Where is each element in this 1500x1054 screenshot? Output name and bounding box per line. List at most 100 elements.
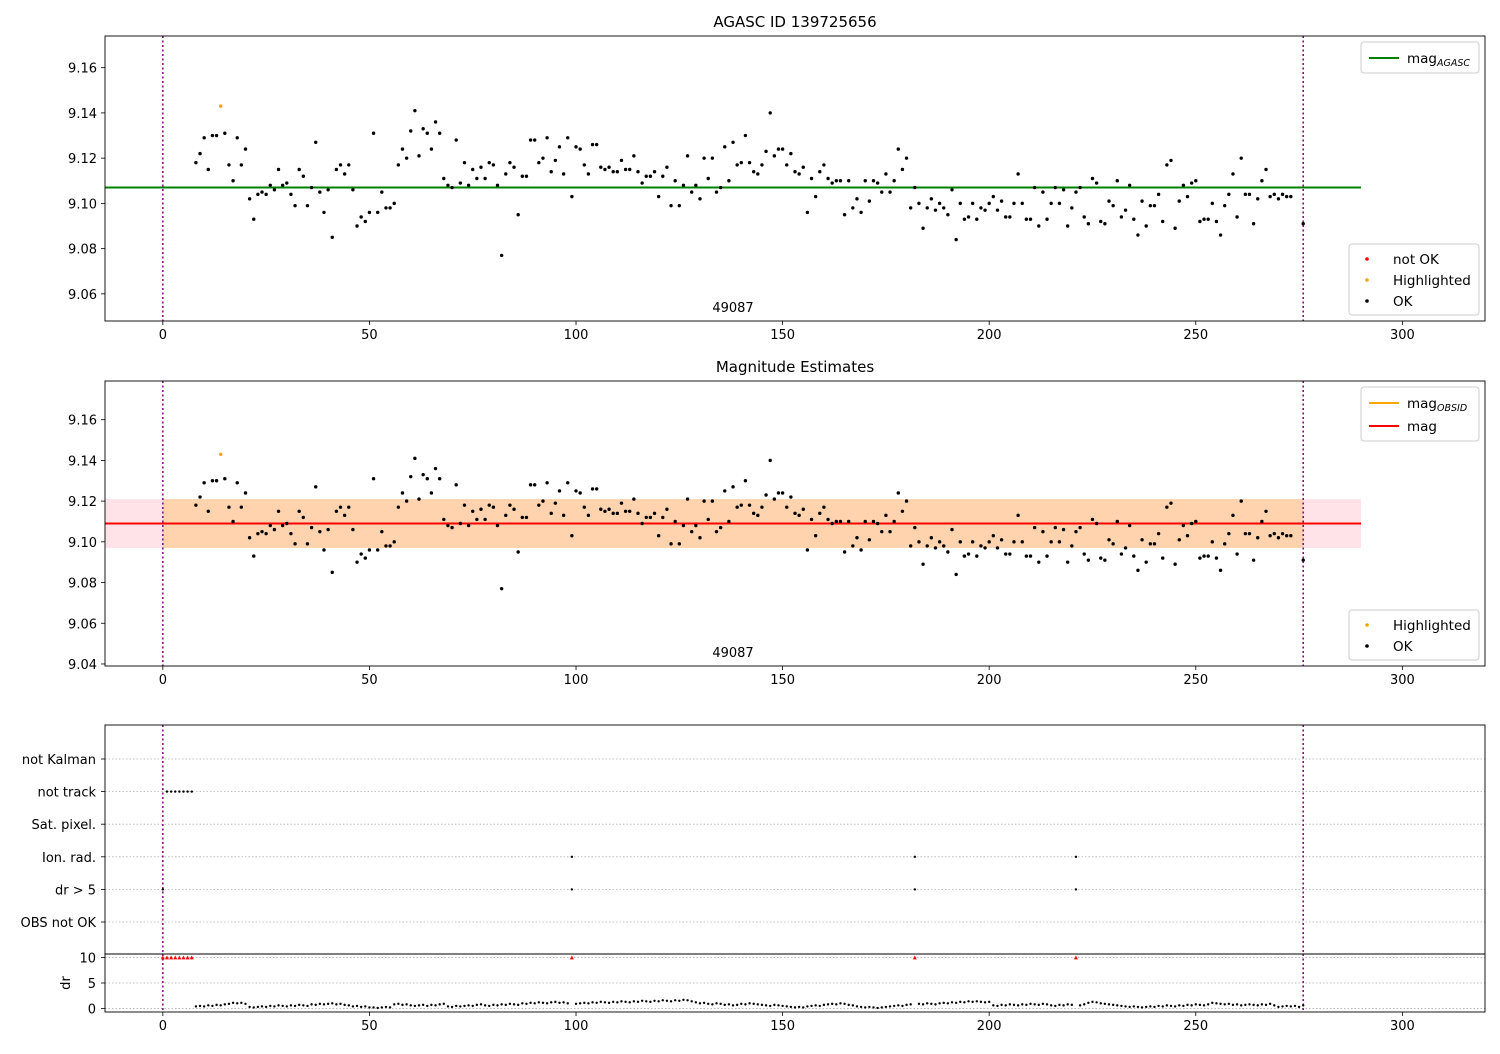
ok-point	[863, 519, 867, 524]
dr-point	[595, 1001, 598, 1005]
ok-point	[194, 503, 198, 507]
dr-point	[1211, 1001, 1214, 1005]
dr-point	[1190, 1004, 1193, 1007]
dr-point	[545, 1002, 549, 1005]
dr-point	[603, 1001, 607, 1004]
ok-point	[665, 507, 669, 511]
dr-point	[624, 1000, 627, 1004]
ok-point	[875, 181, 880, 185]
x-tick-label: 0	[159, 328, 167, 343]
ok-point	[1301, 222, 1305, 226]
ok-point	[342, 513, 347, 518]
ok-point	[264, 192, 268, 197]
ok-point	[289, 192, 293, 197]
ok-point	[231, 179, 235, 183]
ok-point	[318, 529, 322, 534]
ok-point	[904, 499, 909, 503]
ok-point	[528, 483, 533, 487]
ok-point	[194, 160, 198, 165]
ok-point	[421, 472, 425, 477]
dr-point	[1153, 1005, 1156, 1009]
ok-point	[231, 519, 235, 524]
dr-point	[446, 1005, 450, 1008]
dr-point	[364, 1005, 367, 1008]
dr-point	[566, 1002, 569, 1005]
dr-point	[628, 1001, 631, 1004]
ok-point	[553, 501, 558, 505]
ok-point	[1090, 176, 1095, 181]
ok-point	[297, 509, 301, 513]
dr-point	[223, 1003, 227, 1006]
ok-point	[694, 183, 698, 187]
dr-point	[202, 1005, 206, 1008]
x-tick-label: 250	[1183, 1019, 1208, 1034]
dr-point	[359, 1005, 363, 1009]
dr-point	[797, 1005, 801, 1009]
ok-point	[235, 481, 239, 485]
ok-point	[1065, 224, 1070, 228]
highlighted-point	[218, 104, 223, 108]
dr-point	[260, 1005, 264, 1008]
dr-point	[438, 1003, 441, 1006]
ok-point	[830, 521, 834, 526]
dr-point	[343, 1003, 346, 1007]
ok-point	[466, 523, 471, 528]
legend-label: Highlighted	[1393, 618, 1471, 634]
ok-point	[247, 197, 252, 201]
dr-point	[231, 1001, 235, 1005]
ok-point	[913, 525, 917, 530]
ok-point	[437, 131, 442, 135]
ok-point	[446, 183, 450, 187]
ok-point	[673, 519, 677, 524]
y-tick-label: 9.04	[68, 658, 97, 673]
ok-point	[512, 507, 516, 511]
dr-point	[926, 1002, 929, 1005]
dr-point	[504, 1003, 507, 1007]
ok-point	[425, 477, 429, 481]
dr-point	[769, 1004, 772, 1008]
dr-point	[1173, 1005, 1177, 1008]
dr-point	[583, 1001, 586, 1005]
legend-marker-swatch	[1365, 623, 1369, 627]
ok-point	[1016, 172, 1020, 176]
dr-point	[306, 1004, 309, 1008]
ok-point	[1148, 542, 1153, 546]
dr-point	[876, 1006, 879, 1010]
ok-point	[289, 531, 293, 536]
dr-point	[649, 1000, 652, 1004]
ok-point	[305, 203, 310, 208]
dr-point	[975, 1000, 978, 1003]
ok-point	[908, 544, 913, 548]
dr-point	[351, 1005, 355, 1008]
dr-point	[1025, 1003, 1028, 1007]
ok-point	[590, 487, 595, 491]
ok-point	[780, 491, 785, 495]
ok-point	[561, 172, 566, 176]
ok-point	[842, 550, 847, 554]
ok-point	[1053, 185, 1057, 190]
dr-point	[855, 1005, 859, 1008]
dr-point	[1140, 1006, 1144, 1009]
dr-point	[930, 1002, 933, 1006]
dr-point	[719, 1002, 722, 1006]
ok-point	[714, 529, 719, 534]
ok-point	[880, 190, 884, 194]
ok-point	[1103, 558, 1107, 562]
dr-clipped-marker	[173, 955, 178, 960]
ok-point	[747, 503, 752, 507]
y-tick-label: 9.12	[68, 152, 97, 167]
ok-point	[970, 201, 975, 206]
dr-point	[1045, 1003, 1049, 1006]
dr-point	[1029, 1002, 1032, 1006]
dr-point	[934, 1003, 937, 1006]
dr-point	[950, 1001, 954, 1004]
ok-point	[1144, 224, 1148, 228]
ok-point	[1049, 540, 1053, 544]
ok-point	[706, 176, 710, 181]
ok-point	[863, 179, 867, 183]
ok-point	[1169, 501, 1173, 505]
ok-point	[1090, 517, 1095, 522]
ok-point	[450, 525, 454, 530]
ok-point	[417, 497, 421, 501]
dr-point	[1244, 1003, 1247, 1007]
